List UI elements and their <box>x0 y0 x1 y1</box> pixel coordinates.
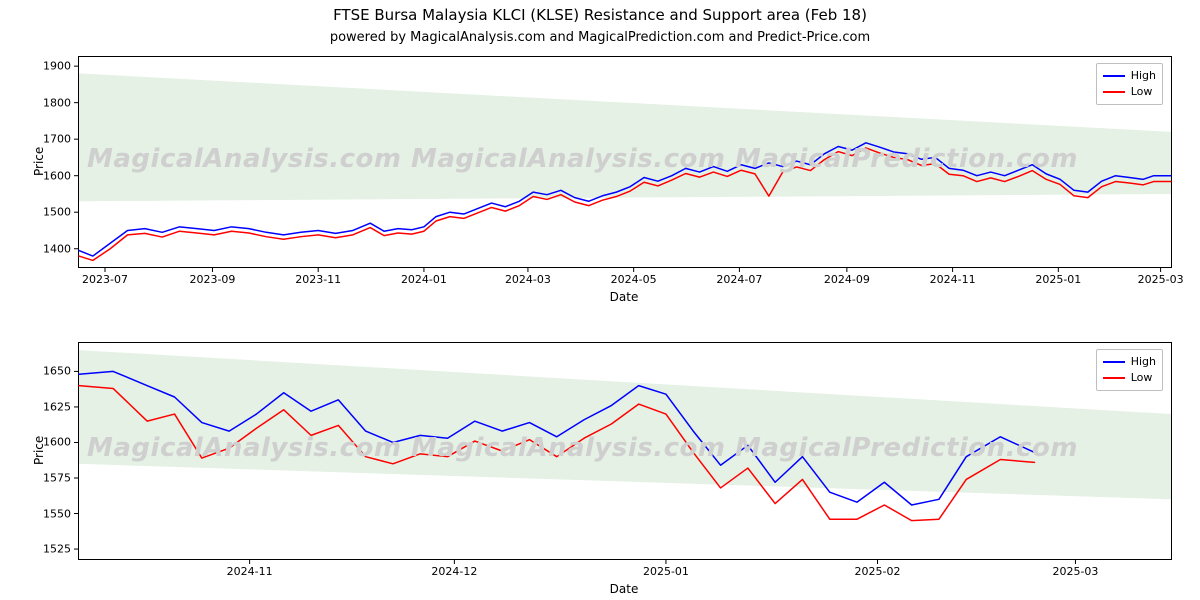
xtick-label: 2024-11 <box>930 273 976 286</box>
xtick-label: 2024-01 <box>401 273 447 286</box>
ytick-label: 1400 <box>43 242 71 255</box>
ytick-label: 1525 <box>43 543 71 556</box>
bottom-chart-panel: MagicalAnalysis.com MagicalAnalysis.com … <box>78 342 1172 560</box>
xtick-label: 2025-01 <box>643 565 689 578</box>
ytick-label: 1600 <box>43 169 71 182</box>
legend-item-high: High <box>1103 68 1156 84</box>
legend-swatch-low <box>1103 91 1125 93</box>
ytick-label: 1900 <box>43 60 71 73</box>
top-chart-xlabel: Date <box>78 290 1170 304</box>
legend: High Low <box>1096 349 1163 391</box>
xtick-label: 2023-11 <box>295 273 341 286</box>
legend-label-high: High <box>1131 68 1156 84</box>
xtick-label: 2025-02 <box>855 565 901 578</box>
legend: High Low <box>1096 63 1163 105</box>
legend-item-high: High <box>1103 354 1156 370</box>
ytick-label: 1550 <box>43 507 71 520</box>
xtick-label: 2023-09 <box>189 273 235 286</box>
xtick-label: 2024-05 <box>611 273 657 286</box>
bottom-chart-xlabel: Date <box>78 582 1170 596</box>
bottom-chart-plot <box>79 343 1171 559</box>
legend-swatch-low <box>1103 377 1125 379</box>
support-resistance-band <box>79 350 1171 499</box>
xtick-label: 2025-03 <box>1138 273 1184 286</box>
bottom-chart-ylabel: Price <box>32 436 46 465</box>
ytick-label: 1575 <box>43 472 71 485</box>
legend-label-high: High <box>1131 354 1156 370</box>
top-chart-plot <box>79 57 1171 267</box>
top-chart-ylabel: Price <box>32 147 46 176</box>
ytick-label: 1500 <box>43 206 71 219</box>
xtick-label: 2023-07 <box>82 273 128 286</box>
xtick-label: 2024-07 <box>716 273 762 286</box>
xtick-label: 2024-09 <box>824 273 870 286</box>
legend-swatch-high <box>1103 361 1125 363</box>
chart-subtitle: powered by MagicalAnalysis.com and Magic… <box>0 30 1200 45</box>
legend-item-low: Low <box>1103 84 1156 100</box>
figure: FTSE Bursa Malaysia KLCI (KLSE) Resistan… <box>0 0 1200 600</box>
top-chart-panel: MagicalAnalysis.com MagicalAnalysis.com … <box>78 56 1172 268</box>
support-resistance-band <box>79 73 1171 201</box>
xtick-label: 2024-03 <box>505 273 551 286</box>
legend-item-low: Low <box>1103 370 1156 386</box>
ytick-label: 1625 <box>43 400 71 413</box>
ytick-label: 1800 <box>43 96 71 109</box>
legend-label-low: Low <box>1131 84 1153 100</box>
xtick-label: 2025-03 <box>1052 565 1098 578</box>
xtick-label: 2024-11 <box>227 565 273 578</box>
ytick-label: 1600 <box>43 436 71 449</box>
legend-swatch-high <box>1103 75 1125 77</box>
chart-title: FTSE Bursa Malaysia KLCI (KLSE) Resistan… <box>0 6 1200 24</box>
xtick-label: 2025-01 <box>1035 273 1081 286</box>
xtick-label: 2024-12 <box>431 565 477 578</box>
legend-label-low: Low <box>1131 370 1153 386</box>
ytick-label: 1650 <box>43 365 71 378</box>
ytick-label: 1700 <box>43 133 71 146</box>
